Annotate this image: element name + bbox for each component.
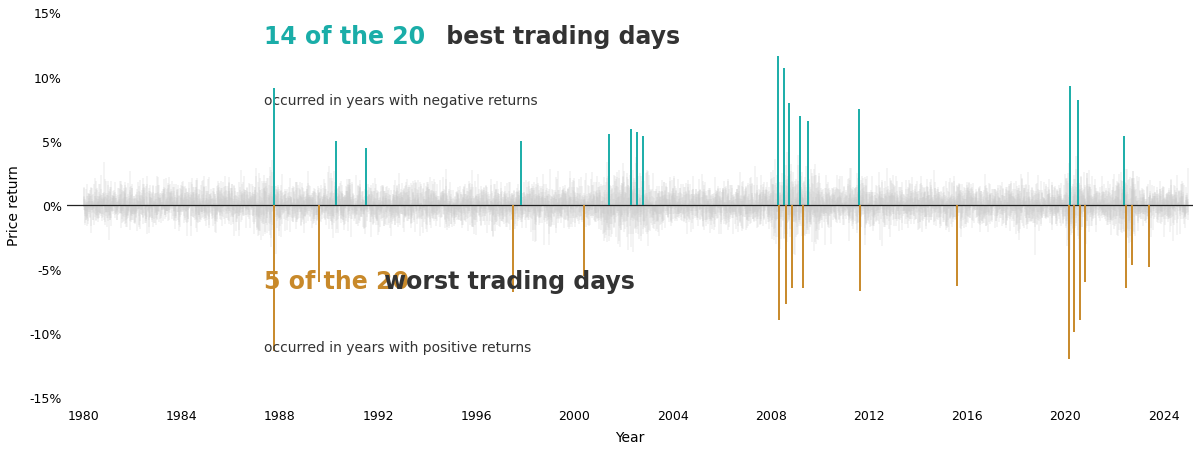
Text: 14 of the 20: 14 of the 20 bbox=[264, 25, 425, 49]
Text: occurred in years with positive returns: occurred in years with positive returns bbox=[264, 341, 530, 354]
Y-axis label: Price return: Price return bbox=[7, 165, 20, 246]
Text: worst trading days: worst trading days bbox=[377, 269, 635, 293]
X-axis label: Year: Year bbox=[616, 430, 644, 444]
Text: occurred in years with negative returns: occurred in years with negative returns bbox=[264, 94, 538, 108]
Text: best trading days: best trading days bbox=[438, 25, 680, 49]
Text: 5 of the 20: 5 of the 20 bbox=[264, 269, 408, 293]
